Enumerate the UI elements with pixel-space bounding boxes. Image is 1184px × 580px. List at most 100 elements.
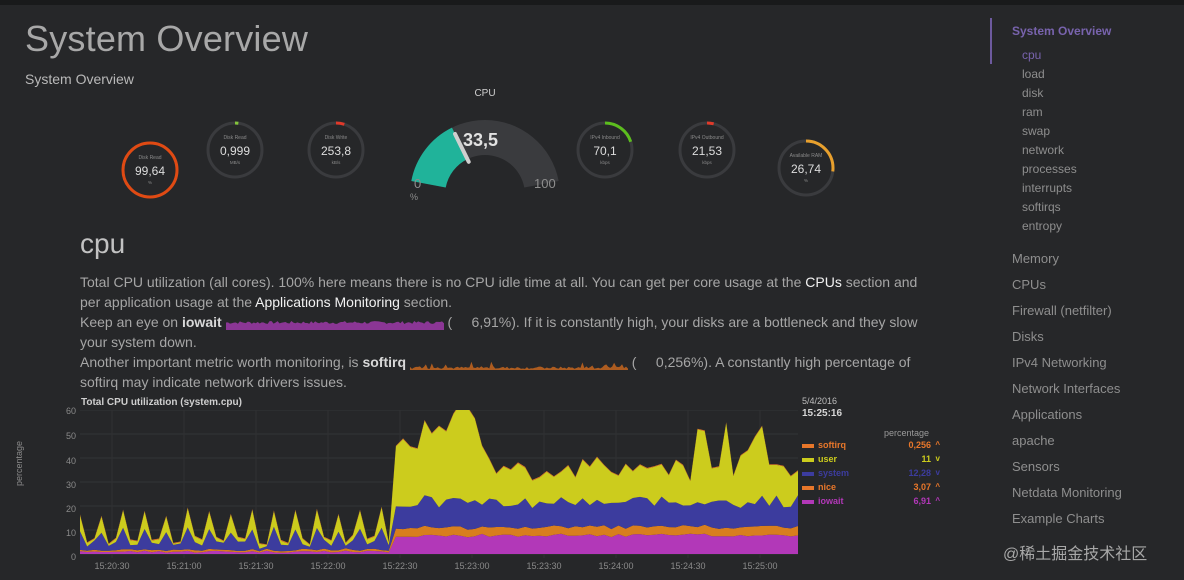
gauge-label: IPv4 Outbound	[690, 135, 724, 141]
x-tick: 15:22:30	[382, 561, 418, 571]
legend-row-user[interactable]: user 11 v	[802, 454, 940, 466]
text: Total CPU utilization (all cores). 100% …	[80, 274, 806, 290]
legend-row-iowait[interactable]: iowait 6,91 ^	[802, 496, 940, 508]
sidebar-sub-disk[interactable]: disk	[1022, 86, 1044, 100]
iowait-sparkline	[225, 321, 444, 331]
gauge-value: 26,74	[790, 162, 822, 176]
legend-row-nice[interactable]: nice 3,07 ^	[802, 482, 940, 494]
top-bar	[0, 0, 1184, 5]
gauge-arc	[307, 121, 365, 179]
series-area-system	[80, 495, 798, 552]
chart-legend: 5/4/2016 15:25:16 percentage softirq 0,2…	[802, 396, 942, 506]
sidebar-item-memory[interactable]: Memory	[1012, 251, 1059, 266]
gauge-disk-write: Disk Write 253,8 kB/s	[306, 120, 366, 180]
x-tick: 15:20:30	[94, 561, 130, 571]
sidebar-sub-entropy[interactable]: entropy	[1022, 219, 1063, 233]
sidebar-item-sensors[interactable]: Sensors	[1012, 459, 1060, 474]
iowait-value: ( 6,91%)	[447, 314, 516, 330]
legend-heading: percentage	[884, 428, 930, 438]
gauge-label: Disk Read	[138, 155, 162, 161]
cpus-link[interactable]: CPUs	[805, 274, 842, 290]
gauge-available-ram: Available RAM 26,74 %	[776, 138, 836, 198]
sidebar-item-example-charts[interactable]: Example Charts	[1012, 511, 1105, 526]
x-tick: 15:23:30	[526, 561, 562, 571]
gauge-ring	[576, 121, 634, 179]
text: Another important metric worth monitorin…	[80, 354, 363, 370]
gauge-ipv4-outbound: IPv4 Outbound 21,53 kbps	[677, 120, 737, 180]
sidebar-active-indicator	[990, 18, 992, 64]
page-subtitle: System Overview	[25, 71, 134, 87]
y-tick: 20	[65, 504, 76, 514]
gauge-unit: kB/s	[331, 160, 341, 165]
legend-name: nice	[818, 482, 837, 492]
legend-swatch	[802, 486, 814, 490]
legend-swatch	[802, 500, 814, 504]
spark-iowait-area	[225, 321, 444, 331]
x-tick: 15:24:00	[598, 561, 634, 571]
page-title: System Overview	[25, 18, 309, 59]
gauge-value: 70,1	[593, 144, 617, 158]
sidebar-item-system-overview[interactable]: System Overview	[1012, 24, 1112, 38]
sidebar-sub-processes[interactable]: processes	[1022, 162, 1077, 176]
cpu-utilization-chart[interactable]	[80, 410, 798, 558]
legend-name: softirq	[818, 440, 846, 450]
text: . A constantly high percentage of softir…	[80, 354, 911, 390]
legend-row-system[interactable]: system 12,28 v	[802, 468, 940, 480]
x-tick: 15:22:00	[310, 561, 346, 571]
cpu-gauge-unit: %	[410, 192, 419, 202]
cpu-gauge-dial	[411, 119, 559, 188]
sidebar-item-applications[interactable]: Applications	[1012, 407, 1083, 422]
watermark: @稀土掘金技术社区	[1003, 546, 1148, 563]
y-tick: 50	[65, 431, 76, 441]
text: section.	[399, 294, 453, 310]
sidebar-sub-softirqs[interactable]: softirqs	[1022, 200, 1061, 214]
series-area-iowait	[80, 533, 798, 554]
y-tick: 10	[65, 528, 76, 538]
legend-value: 6,91	[913, 496, 931, 506]
gauge-unit: kbps	[702, 160, 712, 165]
gauge-ring	[206, 121, 264, 179]
legend-value: 3,07	[913, 482, 931, 492]
legend-swatch	[802, 458, 814, 462]
y-tick: 40	[65, 456, 76, 466]
legend-swatch	[802, 472, 814, 476]
sidebar-item-network-interfaces[interactable]: Network Interfaces	[1012, 381, 1121, 396]
x-tick: 15:25:00	[742, 561, 778, 571]
x-tick: 15:21:30	[238, 561, 274, 571]
gauge-value: 99,64	[134, 164, 166, 178]
text: Keep an eye on	[80, 314, 182, 330]
gauge-ring	[777, 139, 835, 197]
y-tick: 60	[65, 406, 76, 416]
applications-monitoring-link[interactable]: Applications Monitoring	[255, 294, 400, 310]
description-paragraph-2: Keep an eye on iowait ( 6,91%). If it is…	[80, 312, 940, 352]
description-paragraph-1: Total CPU utilization (all cores). 100% …	[80, 272, 940, 312]
sidebar-sub-ram[interactable]: ram	[1022, 105, 1043, 119]
legend-trend-icon: ^	[935, 482, 940, 491]
sidebar-sub-interrupts[interactable]: interrupts	[1022, 181, 1073, 195]
sidebar-item-netdata-monitoring[interactable]: Netdata Monitoring	[1012, 485, 1122, 500]
cpu-gauge-needle	[453, 131, 471, 164]
cpu-gauge-value: 33,5	[463, 130, 499, 150]
gauge-label: Disk Write	[324, 135, 348, 141]
gauge-disk-read: Disk Read 0,999 MB/s	[205, 120, 265, 180]
gauge-unit: %	[803, 178, 808, 183]
legend-time: 15:25:16	[802, 408, 843, 419]
sidebar-sub-network[interactable]: network	[1022, 143, 1065, 157]
y-tick: 30	[65, 480, 76, 490]
text: . If it is constantly high, your disks a…	[80, 314, 918, 350]
gauge-value: 253,8	[320, 144, 352, 158]
gauge-label: IPv4 Inbound	[590, 135, 620, 141]
sidebar-item-apache[interactable]: apache	[1012, 433, 1055, 448]
sidebar-sub-cpu[interactable]: cpu	[1022, 48, 1042, 62]
legend-trend-icon: ^	[935, 440, 940, 449]
softirq-value: ( 0,256%)	[631, 354, 709, 370]
sidebar-sub-swap[interactable]: swap	[1022, 124, 1051, 138]
sidebar-item-disks[interactable]: Disks	[1012, 329, 1044, 344]
sidebar-item-cpus[interactable]: CPUs	[1012, 277, 1046, 292]
sidebar-item-firewall[interactable]: Firewall (netfilter)	[1012, 303, 1112, 318]
series-area-user	[80, 410, 798, 549]
legend-row-softirq[interactable]: softirq 0,256 ^	[802, 440, 940, 452]
cpu-gauge-max: 100	[534, 176, 556, 191]
sidebar-item-ipv4-networking[interactable]: IPv4 Networking	[1012, 355, 1107, 370]
sidebar-sub-load[interactable]: load	[1022, 67, 1045, 81]
